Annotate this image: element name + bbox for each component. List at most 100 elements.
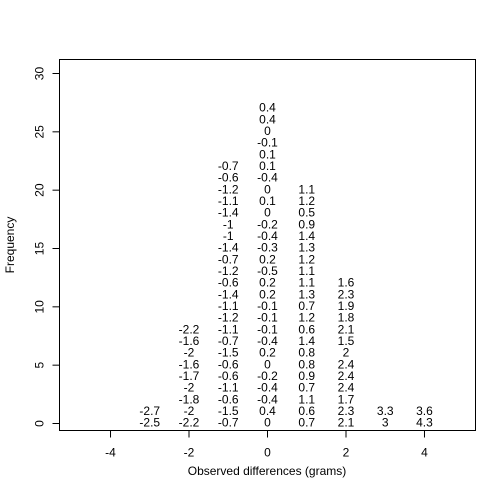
x-axis-label: Observed differences (grams) [188, 464, 347, 478]
stem-value: -1.4 [218, 206, 239, 220]
stem-value: 0 [264, 416, 271, 430]
stem-value: -0.4 [257, 392, 278, 406]
stem-value: 3 [382, 416, 389, 430]
stem-value: 0.7 [298, 381, 315, 395]
x-axis: -4 -2 0 2 4 [105, 430, 428, 460]
y-tick-label: 20 [33, 183, 47, 197]
stem-value: -2.2 [179, 416, 200, 430]
stem-value: 1.2 [298, 311, 315, 325]
stem-value: -0.1 [257, 311, 278, 325]
stem-value: -0.7 [218, 252, 239, 266]
stem-value: 1.7 [338, 392, 355, 406]
stem-value: -1 [223, 217, 234, 231]
stem-value: 2.1 [338, 416, 355, 430]
stem-value: 4.3 [416, 416, 433, 430]
stem-value: 2.4 [338, 369, 355, 383]
stem-value: 0 [264, 124, 271, 138]
stem-value: 1.1 [298, 264, 315, 278]
stem-value: -0.6 [218, 392, 239, 406]
stem-value: 0.2 [259, 346, 276, 360]
stem-value: -1.2 [218, 311, 239, 325]
stem-value: 1.4 [298, 334, 315, 348]
y-tick-label: 15 [33, 242, 47, 256]
y-tick-label: 5 [33, 362, 47, 369]
stem-value: 1.1 [298, 182, 315, 196]
stem-value: -1.2 [218, 182, 239, 196]
x-tick-label: 4 [421, 446, 428, 460]
stem-value: -1.6 [179, 357, 200, 371]
y-axis: 0 5 10 15 20 25 30 [33, 67, 60, 427]
stem-value: 0 [264, 206, 271, 220]
stem-value: -1.5 [218, 404, 239, 418]
stem-value: 2.4 [338, 357, 355, 371]
stem-value: 1.4 [298, 229, 315, 243]
stem-value: -0.4 [257, 381, 278, 395]
stem-value: -1.6 [179, 334, 200, 348]
stem-value: -0.7 [218, 416, 239, 430]
stem-value: 0.1 [259, 159, 276, 173]
stem-value: -0.2 [257, 369, 278, 383]
stem-value: -0.7 [218, 159, 239, 173]
stem-value: 0.2 [259, 276, 276, 290]
stem-value: -0.4 [257, 229, 278, 243]
stem-value: -1 [223, 229, 234, 243]
stem-value: 0.1 [259, 147, 276, 161]
stem-value: -1.2 [218, 264, 239, 278]
y-tick-label: 30 [33, 67, 47, 81]
stem-value: 3.6 [416, 404, 433, 418]
stem-value: 1.1 [298, 276, 315, 290]
stem-value: -0.1 [257, 322, 278, 336]
stem-value: 2.3 [338, 287, 355, 301]
stem-value: 0.1 [259, 194, 276, 208]
stem-value: -0.4 [257, 334, 278, 348]
stem-value: -1.4 [218, 287, 239, 301]
stem-value: -0.1 [257, 299, 278, 313]
stem-value: -0.6 [218, 369, 239, 383]
stem-value: 1.3 [298, 241, 315, 255]
stem-value: 1.1 [298, 392, 315, 406]
stem-value: 0.7 [298, 416, 315, 430]
x-tick-label: -4 [105, 446, 116, 460]
stem-value: 2.3 [338, 404, 355, 418]
stem-value: 0 [264, 182, 271, 196]
stem-value: 0.2 [259, 252, 276, 266]
stem-value: 0.8 [298, 346, 315, 360]
stem-value: 1.6 [338, 276, 355, 290]
stem-value: -2 [184, 346, 195, 360]
stem-value: 3.3 [377, 404, 394, 418]
stem-value: 2 [343, 346, 350, 360]
x-tick-label: 0 [264, 446, 271, 460]
stem-value: -0.5 [257, 264, 278, 278]
stem-value: -1.8 [179, 392, 200, 406]
stem-value: 1.9 [338, 299, 355, 313]
stem-value: 1.2 [298, 194, 315, 208]
stem-value: -2.5 [139, 416, 160, 430]
y-tick-label: 10 [33, 300, 47, 314]
stem-value: -2.7 [139, 404, 160, 418]
stem-value: -0.4 [257, 171, 278, 185]
stem-value: 1.5 [338, 334, 355, 348]
stem-value: 0.6 [298, 322, 315, 336]
stem-value: 0.9 [298, 217, 315, 231]
stem-value: 0.2 [259, 287, 276, 301]
stem-value: -1.1 [218, 322, 239, 336]
stem-value: 2.4 [338, 381, 355, 395]
stem-value: -0.6 [218, 171, 239, 185]
stem-value: -1.7 [179, 369, 200, 383]
y-tick-label: 0 [33, 420, 47, 427]
y-tick-label: 25 [33, 125, 47, 139]
stem-value: 0.5 [298, 206, 315, 220]
y-axis-label: Frequency [3, 217, 17, 274]
stem-value: 0.8 [298, 357, 315, 371]
stem-value: 1.8 [338, 311, 355, 325]
stem-value: -0.2 [257, 217, 278, 231]
stem-value: 0.6 [298, 404, 315, 418]
stem-value: -0.3 [257, 241, 278, 255]
stem-value: 0 [264, 357, 271, 371]
stem-value: -1.1 [218, 299, 239, 313]
stem-value: -2 [184, 381, 195, 395]
stem-value: 0.4 [259, 101, 276, 115]
stem-value: -0.7 [218, 334, 239, 348]
stem-value: 2.1 [338, 322, 355, 336]
stem-value: -0.6 [218, 357, 239, 371]
